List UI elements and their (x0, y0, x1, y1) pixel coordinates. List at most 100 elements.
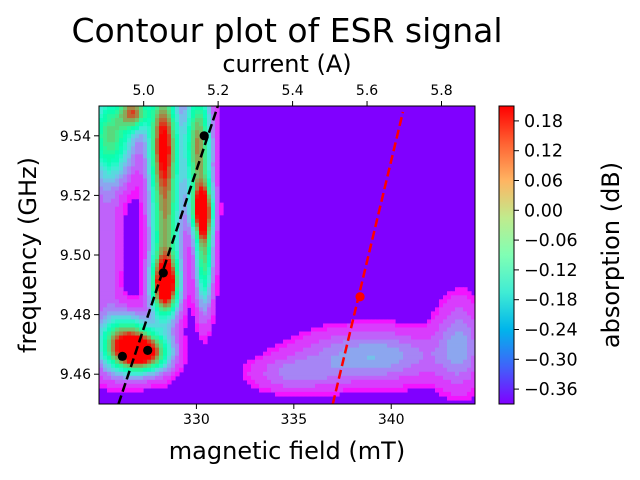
heat-cell (459, 291, 464, 296)
heat-cell (443, 387, 448, 393)
heat-cell (279, 391, 284, 397)
heat-cell (403, 331, 408, 337)
heat-cell (139, 130, 144, 135)
heat-cell (139, 379, 144, 385)
heat-cell (183, 190, 188, 196)
heat-cell (295, 335, 300, 341)
heat-cell (187, 202, 192, 208)
heat-cell (259, 387, 264, 393)
heat-cell (99, 106, 104, 111)
heat-cell (119, 202, 124, 208)
heat-cell (387, 367, 392, 373)
heat-cell (415, 379, 420, 385)
heat-cell (307, 375, 312, 381)
fit-line-1 (117, 106, 220, 404)
heat-cell (147, 138, 152, 143)
heat-cell (151, 182, 156, 188)
heat-cell (427, 371, 432, 377)
heat-cell (107, 307, 112, 312)
heat-cell (171, 371, 176, 377)
heat-cell (147, 122, 152, 127)
heat-cell (167, 279, 172, 284)
heat-cell (131, 110, 136, 115)
heat-cell (163, 206, 168, 212)
heat-cell (455, 347, 460, 353)
heat-cell (195, 198, 200, 204)
heat-cell (207, 114, 212, 119)
heat-cell (143, 255, 148, 260)
heat-cell (111, 299, 116, 304)
heat-cell (211, 134, 216, 139)
heat-cell (111, 126, 116, 131)
heat-cell (143, 110, 148, 115)
heat-cell (271, 383, 276, 389)
heat-cell (159, 166, 164, 172)
heat-cell (343, 335, 348, 341)
heat-cell (195, 283, 200, 288)
heat-cell (167, 331, 172, 337)
heat-cell (143, 367, 148, 373)
heat-cell (167, 142, 172, 147)
heat-cell (183, 279, 188, 284)
heat-cell (263, 355, 268, 361)
heat-cell (123, 202, 128, 208)
heat-cell (319, 367, 324, 373)
heat-cell (391, 343, 396, 349)
heat-cell (279, 343, 284, 349)
heat-cell (395, 383, 400, 389)
heat-cell (311, 363, 316, 369)
heat-cell (155, 106, 160, 111)
heat-cell (99, 375, 104, 381)
heat-cell (139, 190, 144, 196)
heat-cell (455, 367, 460, 373)
heat-cell (103, 226, 108, 232)
heat-cell (175, 267, 180, 272)
heat-cell (143, 287, 148, 292)
heat-cell (115, 226, 120, 232)
top-x-tick-label: 5.0 (133, 83, 155, 99)
heat-cell (119, 363, 124, 369)
heat-cell (179, 255, 184, 260)
heat-cell (187, 174, 192, 180)
heat-cell (211, 287, 216, 292)
heat-cell (119, 259, 124, 264)
heat-cell (471, 347, 475, 353)
heat-cell (167, 158, 172, 163)
heat-cell (179, 230, 184, 236)
heat-cell (155, 347, 160, 353)
heat-cell (363, 371, 368, 377)
heat-cell (375, 351, 380, 357)
heat-cell (119, 383, 124, 389)
heat-cell (183, 343, 188, 349)
heat-cell (375, 371, 380, 377)
heat-cell (211, 242, 216, 248)
heat-cell (163, 323, 168, 329)
heat-cell (379, 379, 384, 385)
heat-cell (307, 391, 312, 397)
heat-cell (163, 299, 168, 304)
heat-cell (455, 379, 460, 385)
heat-cell (195, 174, 200, 180)
heat-cell (191, 287, 196, 292)
heat-cell (135, 371, 140, 377)
heat-cell (111, 110, 116, 115)
colorbar-tick-label: 0.18 (524, 112, 563, 132)
heat-cell (463, 327, 468, 333)
heat-cell (171, 138, 176, 143)
heat-cell (199, 255, 204, 260)
heat-cell (267, 375, 272, 381)
heat-cell (347, 327, 352, 333)
heat-cell (407, 375, 412, 381)
heat-cell (187, 222, 192, 228)
heat-cell (351, 359, 356, 365)
heat-cell (183, 162, 188, 168)
heat-cell (143, 311, 148, 317)
heat-cell (427, 383, 432, 389)
heat-cell (127, 106, 132, 111)
heat-cell (203, 214, 208, 220)
heat-cell (191, 210, 196, 216)
heat-cell (131, 319, 136, 325)
heat-cell (147, 226, 152, 232)
heat-cell (159, 150, 164, 155)
heat-cell (443, 339, 448, 345)
